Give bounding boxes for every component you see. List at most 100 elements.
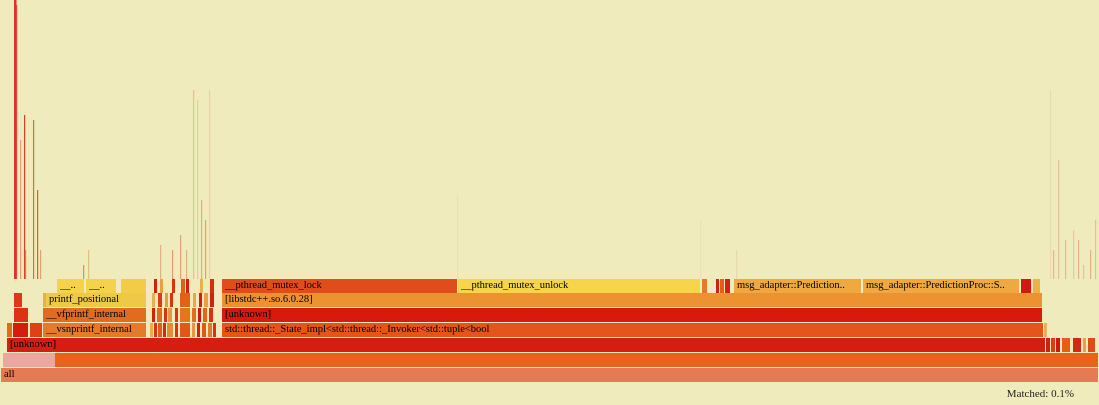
frame-spike[interactable]: [457, 195, 459, 279]
frame-spike[interactable]: [14, 0, 16, 279]
frame-sliver[interactable]: [186, 279, 189, 293]
frame-sliver[interactable]: [203, 308, 207, 322]
frame-sliver[interactable]: [167, 323, 173, 337]
frame-sliver[interactable]: [208, 323, 212, 337]
frame-sliver[interactable]: [716, 279, 719, 293]
frame-spike[interactable]: [160, 245, 162, 279]
frame-sliver[interactable]: [1088, 338, 1095, 352]
frame-sliver[interactable]: [165, 293, 168, 307]
frame-msg-adapter-2[interactable]: [863, 279, 1019, 293]
frame-sliver[interactable]: [1062, 338, 1070, 352]
frame-spike[interactable]: [1050, 90, 1052, 279]
frame-sliver[interactable]: [158, 323, 162, 337]
frame-spike[interactable]: [16, 5, 18, 279]
frame-spike[interactable]: [1095, 220, 1097, 279]
frame-sliver[interactable]: [213, 323, 216, 337]
frame-sliver[interactable]: [181, 279, 185, 293]
frame-sliver[interactable]: [14, 308, 28, 322]
frame-all[interactable]: [1, 368, 1098, 382]
frame-vfprintf[interactable]: [43, 308, 146, 322]
frame-sliver[interactable]: [180, 323, 190, 337]
frame-sliver[interactable]: [152, 293, 155, 307]
frame-sliver[interactable]: [202, 323, 206, 337]
frame-spike[interactable]: [193, 90, 195, 279]
frame-sliver[interactable]: [1056, 338, 1060, 352]
frame-sliver[interactable]: [152, 308, 155, 322]
frame-mutex-unlock[interactable]: [458, 279, 700, 293]
frame-sliver[interactable]: [210, 293, 214, 307]
frame-spike[interactable]: [1083, 265, 1085, 279]
frame-sliver[interactable]: [150, 323, 153, 337]
frame-sliver[interactable]: [170, 293, 173, 307]
frame-libstdcxx[interactable]: [222, 293, 1042, 307]
frame-sliver[interactable]: [163, 323, 166, 337]
frame-spike[interactable]: [83, 265, 85, 279]
frame-sliver[interactable]: [192, 323, 195, 337]
frame-spike[interactable]: [20, 140, 22, 279]
frame-spike[interactable]: [40, 250, 42, 279]
frame-sliver[interactable]: [1033, 279, 1040, 293]
frame-sliver[interactable]: [720, 279, 724, 293]
frame-sliver[interactable]: [168, 308, 172, 322]
frame-vsnprintf[interactable]: [43, 323, 146, 337]
frame-spike[interactable]: [172, 250, 174, 279]
frame-sliver[interactable]: [1051, 338, 1055, 352]
frame-sliver[interactable]: [210, 279, 214, 293]
frame-sliver[interactable]: [172, 279, 175, 293]
frame-sliver[interactable]: [154, 279, 157, 293]
frame-sliver[interactable]: [725, 279, 730, 293]
frame-sliver[interactable]: [209, 308, 213, 322]
frame-spike[interactable]: [33, 120, 35, 279]
frame-dunder-2[interactable]: [86, 279, 116, 293]
frame-sliver[interactable]: [175, 323, 178, 337]
frame-spike[interactable]: [25, 250, 27, 279]
frame-sliver[interactable]: [1044, 323, 1047, 337]
frame-spike[interactable]: [1078, 240, 1080, 279]
frame-spike[interactable]: [24, 115, 26, 279]
frame-spike[interactable]: [205, 220, 207, 279]
frame-sliver[interactable]: [7, 323, 12, 337]
frame-spike[interactable]: [201, 200, 203, 279]
frame-spike[interactable]: [1053, 250, 1055, 279]
frame-highlight[interactable]: [3, 353, 55, 367]
frame-spike-tall[interactable]: [15, 0, 17, 279]
frame-sliver[interactable]: [197, 323, 200, 337]
frame-spike[interactable]: [186, 250, 188, 279]
frame-sliver[interactable]: [121, 279, 146, 293]
frame-spike[interactable]: [209, 90, 211, 279]
frame-sliver[interactable]: [160, 279, 163, 293]
frame-sliver[interactable]: [154, 323, 157, 337]
frame-sliver[interactable]: [180, 293, 190, 307]
frame-msg-adapter-1[interactable]: [734, 279, 861, 293]
frame-sliver[interactable]: [30, 323, 42, 337]
frame-sliver[interactable]: [175, 308, 178, 322]
frame-unknown-inner[interactable]: [222, 308, 1042, 322]
frame-sliver[interactable]: [1073, 338, 1081, 352]
frame-spike[interactable]: [180, 235, 182, 279]
frame-spike[interactable]: [1065, 240, 1067, 279]
frame-sliver[interactable]: [193, 293, 196, 307]
frame-root-child[interactable]: [55, 353, 1098, 367]
frame-sliver[interactable]: [158, 293, 162, 307]
frame-sliver[interactable]: [1083, 338, 1086, 352]
frame-sliver[interactable]: [1021, 279, 1031, 293]
frame-mutex-lock[interactable]: [222, 279, 457, 293]
frame-sliver[interactable]: [43, 293, 46, 307]
frame-spike[interactable]: [88, 250, 90, 279]
frame-sliver[interactable]: [13, 323, 28, 337]
frame-thread-state[interactable]: [222, 323, 1043, 337]
frame-sliver[interactable]: [702, 279, 707, 293]
frame-sliver[interactable]: [14, 293, 22, 307]
frame-sliver[interactable]: [1046, 338, 1050, 352]
frame-sliver[interactable]: [164, 308, 167, 322]
frame-unknown-root[interactable]: [7, 338, 1045, 352]
frame-sliver[interactable]: [157, 308, 162, 322]
frame-printf-positional[interactable]: [46, 293, 146, 307]
frame-spike[interactable]: [700, 220, 702, 279]
frame-spike[interactable]: [1090, 250, 1092, 279]
frame-dunder-1[interactable]: [57, 279, 84, 293]
frame-sliver[interactable]: [180, 308, 190, 322]
frame-spike[interactable]: [1073, 230, 1075, 279]
frame-sliver[interactable]: [199, 293, 202, 307]
frame-spike[interactable]: [37, 190, 39, 279]
